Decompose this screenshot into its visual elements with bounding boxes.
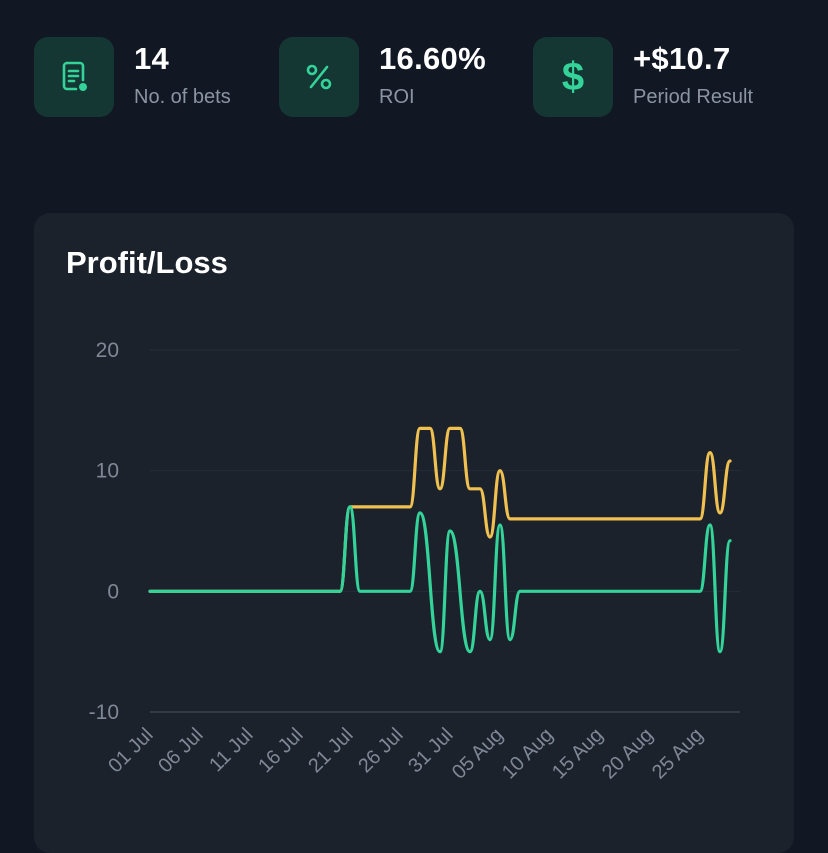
x-tick-label: 21 Jul xyxy=(304,724,357,777)
x-tick-label: 01 Jul xyxy=(104,724,157,777)
y-tick-label: 0 xyxy=(107,580,119,603)
period-result-value: +$10.7 xyxy=(633,41,731,76)
dollar-icon: $ xyxy=(533,37,613,117)
bets-count: 14 xyxy=(134,41,170,76)
bet-slip-icon xyxy=(34,37,114,117)
y-tick-label: -10 xyxy=(89,701,119,724)
x-tick-label: 16 Jul xyxy=(254,724,307,777)
profit-loss-card: Profit/Loss 20 10 0 -10 01 Jul 06 Jul 11 Jul 16… xyxy=(34,213,794,853)
x-tick-label: 10 Aug xyxy=(498,724,558,784)
x-tick-label: 15 Aug xyxy=(548,724,608,784)
stat-bets: 14 No. of bets xyxy=(34,37,264,117)
percent-icon xyxy=(279,37,359,117)
stat-period-result: $ +$10.7 Period Result xyxy=(533,37,813,117)
y-tick-label: 20 xyxy=(96,339,119,362)
roi-label: ROI xyxy=(379,86,415,108)
stat-roi: 16.60% ROI xyxy=(279,37,509,117)
x-tick-label: 20 Aug xyxy=(598,724,658,784)
roi-value: 16.60% xyxy=(379,41,486,76)
x-tick-label: 25 Aug xyxy=(648,724,708,784)
daily-profit-line xyxy=(148,505,732,654)
stats-row: 14 No. of bets 16.60% ROI $ +$10.7 Perio… xyxy=(0,0,828,150)
period-result-label: Period Result xyxy=(633,86,754,108)
x-tick-label: 26 Jul xyxy=(354,724,407,777)
chart-title: Profit/Loss xyxy=(66,245,228,280)
y-tick-label: 10 xyxy=(96,460,119,483)
x-tick-label: 11 Jul xyxy=(205,724,257,776)
x-tick-label: 06 Jul xyxy=(154,724,207,777)
bets-label: No. of bets xyxy=(134,86,231,108)
cumulative-profit-line xyxy=(148,426,732,593)
x-tick-label: 05 Aug xyxy=(448,724,508,784)
